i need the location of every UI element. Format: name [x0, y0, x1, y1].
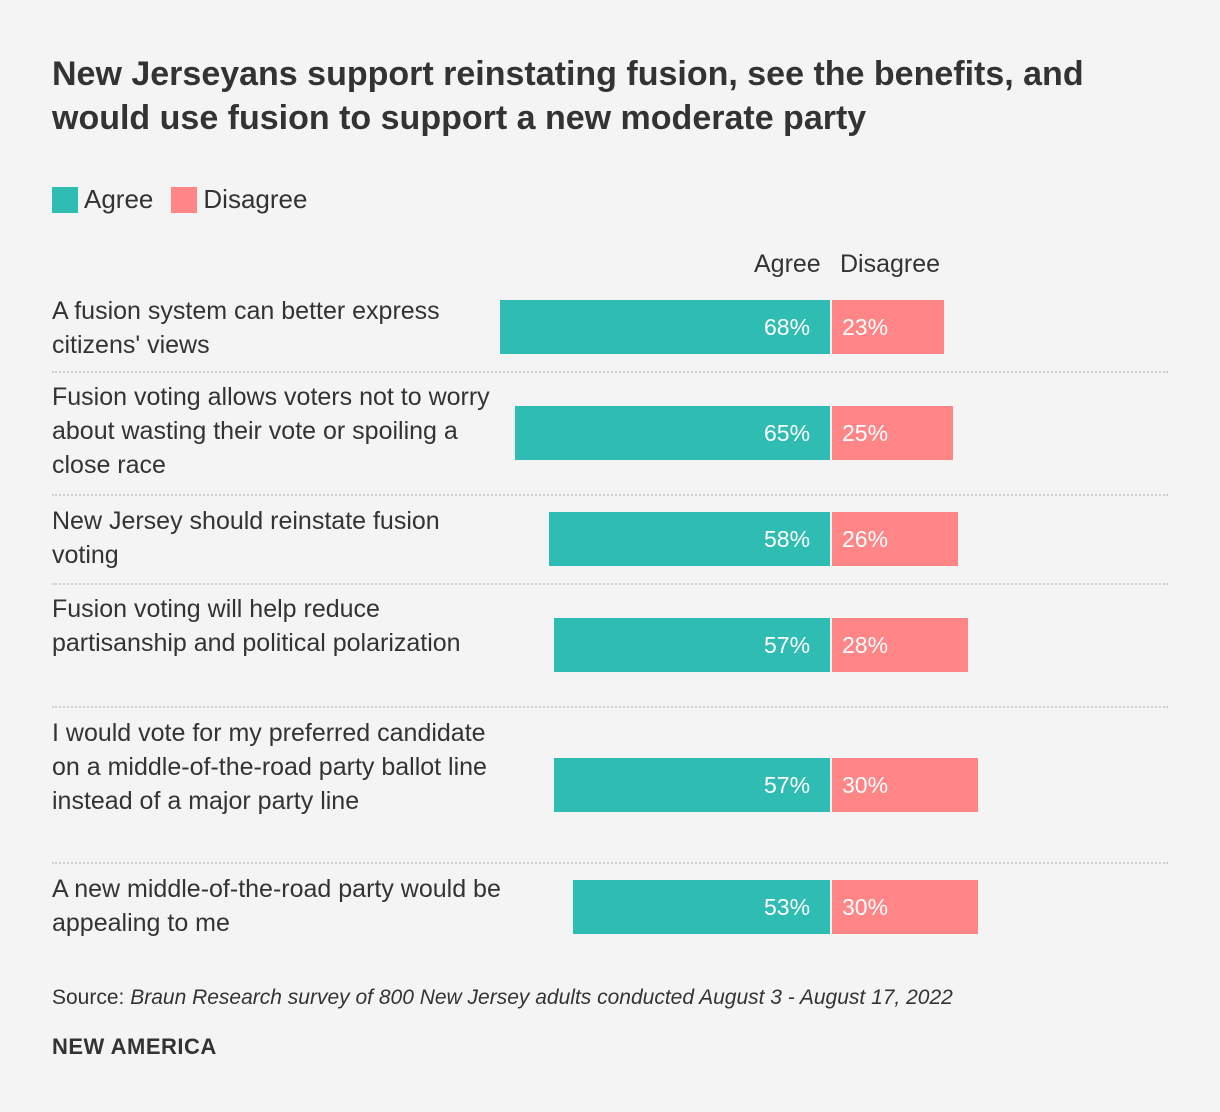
brand-logo: NEW AMERICA [52, 1034, 217, 1059]
bar-agree [572, 880, 830, 934]
chart-title: New Jerseyans support reinstating fusion… [52, 55, 1084, 137]
legend-label-disagree: Disagree [203, 184, 308, 214]
row-divider [52, 494, 1168, 496]
legend: Agree Disagree [52, 184, 325, 215]
row-label: Fusion voting will help reduce partisans… [52, 595, 461, 657]
legend-item-disagree: Disagree [171, 184, 307, 215]
row-divider [52, 371, 1168, 373]
source-text: Braun Research survey of 800 New Jersey … [130, 986, 953, 1009]
bar-value-agree: 57% [764, 632, 811, 658]
bar-value-disagree: 28% [842, 632, 889, 658]
legend-swatch-agree [52, 186, 78, 213]
column-header-agree: Agree [754, 250, 821, 278]
row-label: A new middle-of-the-road party would be … [52, 875, 501, 937]
bar-value-disagree: 26% [842, 526, 889, 552]
source-prefix: Source: [52, 986, 125, 1009]
bar-value-agree: 68% [764, 314, 811, 340]
legend-label-agree: Agree [84, 184, 154, 214]
bar-value-agree: 53% [764, 894, 811, 920]
bar-disagree [832, 300, 944, 354]
column-header-disagree: Disagree [840, 250, 941, 278]
row-label: I would vote for my preferred candidate … [52, 719, 487, 815]
bar-disagree [832, 406, 954, 460]
bar-agree [500, 300, 830, 354]
row-label: New Jersey should reinstate fusion votin… [52, 507, 440, 569]
bar-value-disagree: 25% [842, 420, 889, 446]
bar-agree [514, 406, 830, 460]
bar-value-disagree: 30% [842, 894, 889, 920]
row-divider [52, 706, 1168, 708]
bar-agree [548, 512, 830, 566]
legend-swatch-disagree [171, 186, 198, 213]
bar-value-disagree: 30% [842, 772, 889, 798]
bar-value-agree: 65% [764, 420, 811, 446]
bar-disagree [832, 512, 959, 566]
bar-disagree [832, 758, 978, 812]
row-divider [52, 583, 1168, 585]
row-divider [52, 862, 1168, 864]
row-label: A fusion system can better express citiz… [52, 297, 440, 359]
bar-agree [553, 758, 830, 812]
source-note: Source: Braun Research survey of 800 New… [52, 986, 953, 1010]
bar-value-disagree: 23% [842, 314, 889, 340]
bar-agree [553, 618, 830, 672]
bar-disagree [832, 618, 968, 672]
bar-disagree [832, 880, 978, 934]
row-label: Fusion voting allows voters not to worry… [52, 383, 490, 479]
bar-value-agree: 57% [764, 772, 811, 798]
bar-value-agree: 58% [764, 526, 811, 552]
legend-item-agree: Agree [52, 184, 153, 215]
